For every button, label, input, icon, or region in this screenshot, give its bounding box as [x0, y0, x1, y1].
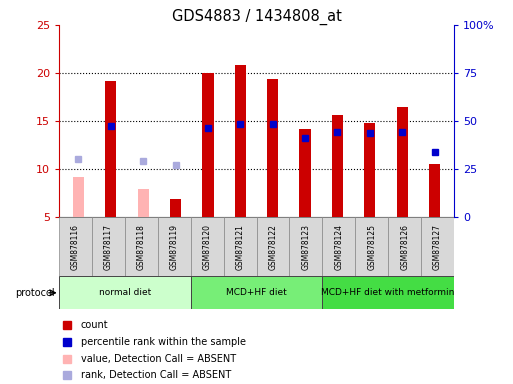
Bar [191, 217, 224, 276]
Text: GSM878125: GSM878125 [367, 224, 376, 270]
Bar [191, 276, 322, 309]
Bar [256, 217, 289, 276]
Bar [397, 107, 408, 217]
Text: MCD+HF diet: MCD+HF diet [226, 288, 287, 297]
Bar [322, 217, 356, 276]
Bar [332, 115, 343, 217]
Text: GSM878121: GSM878121 [235, 224, 245, 270]
Title: GDS4883 / 1434808_at: GDS4883 / 1434808_at [171, 9, 342, 25]
Bar [289, 217, 322, 276]
Text: GSM878127: GSM878127 [433, 224, 442, 270]
Text: GSM878124: GSM878124 [334, 224, 343, 270]
Bar [202, 73, 213, 217]
Bar [421, 217, 454, 276]
Text: value, Detection Call = ABSENT: value, Detection Call = ABSENT [81, 354, 236, 364]
Bar [158, 217, 191, 276]
Bar [267, 79, 279, 217]
Text: GSM878119: GSM878119 [170, 224, 179, 270]
Text: GSM878122: GSM878122 [268, 224, 278, 270]
Text: rank, Detection Call = ABSENT: rank, Detection Call = ABSENT [81, 371, 231, 381]
Bar [429, 164, 440, 217]
Bar [59, 217, 92, 276]
Text: normal diet: normal diet [98, 288, 151, 297]
Text: GSM878123: GSM878123 [301, 224, 310, 270]
Text: MCD+HF diet with metformin: MCD+HF diet with metformin [322, 288, 455, 297]
Bar [300, 129, 311, 217]
Bar [59, 276, 191, 309]
Text: GSM878116: GSM878116 [71, 224, 80, 270]
Bar [170, 199, 181, 217]
Bar [125, 217, 157, 276]
Bar [224, 217, 256, 276]
Text: percentile rank within the sample: percentile rank within the sample [81, 337, 246, 347]
Bar [73, 177, 84, 217]
Bar [322, 276, 454, 309]
Text: protocol: protocol [15, 288, 55, 298]
Text: GSM878126: GSM878126 [400, 224, 409, 270]
Text: GSM878117: GSM878117 [104, 224, 113, 270]
Bar [355, 217, 388, 276]
Bar [105, 81, 116, 217]
Text: GSM878120: GSM878120 [203, 224, 212, 270]
Bar [137, 189, 149, 217]
Text: GSM878118: GSM878118 [137, 224, 146, 270]
Bar [234, 65, 246, 217]
Bar [388, 217, 421, 276]
Text: count: count [81, 320, 108, 330]
Bar [92, 217, 125, 276]
Bar [364, 123, 376, 217]
